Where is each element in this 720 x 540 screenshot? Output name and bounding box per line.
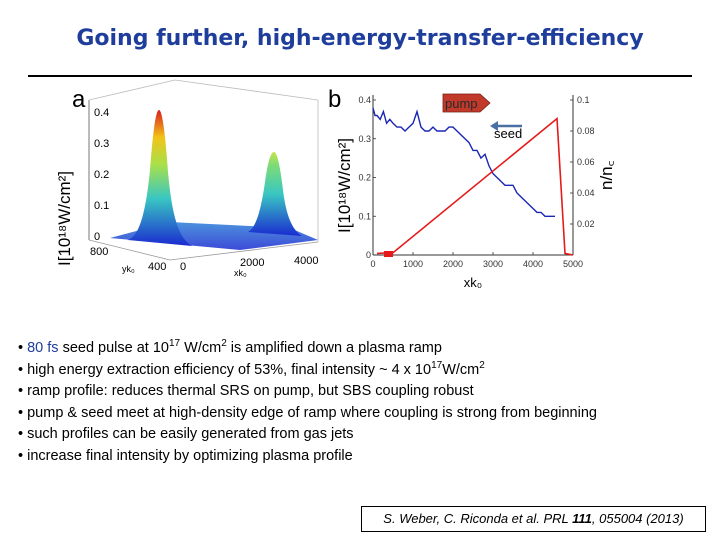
right-y-tick-label: 0.02 [577, 219, 595, 229]
panel-b-ylabel: I[10¹⁸W/cm²] [335, 138, 354, 233]
right-y-tick-label: 0.06 [577, 157, 595, 167]
bullet-text: high energy extraction efficiency of 53%… [27, 361, 432, 378]
bullet-text: is amplified down a plasma ramp [226, 340, 442, 356]
y-tick-label: 0.1 [358, 211, 371, 221]
seed-label: seed [494, 126, 522, 141]
panel-a: a I[10¹⁸W/cm²] 0.4 0.3 0.2 0.1 0 800 400… [55, 79, 319, 278]
citation-text: S. Weber, C. Riconda et al. PRL [383, 511, 573, 526]
seed-annotation: seed [490, 121, 522, 141]
panel-a-label: a [72, 86, 86, 113]
x-tick-label: 1000 [403, 259, 423, 269]
bullet-item: • such profiles can be easily generated … [18, 426, 354, 443]
bullet-text: increase final intensity by optimizing p… [27, 447, 353, 464]
panel-b: b I[10¹⁸W/cm²] n/n꜀ 0 1000 2000 3000 4000 500… [328, 86, 616, 290]
citation-box: S. Weber, C. Riconda et al. PRL 111, 055… [361, 506, 706, 532]
bullet-item: • pump & seed meet at high-density edge … [18, 404, 597, 421]
series-intensity-line [372, 107, 555, 217]
bullet-sup: 17 [431, 359, 443, 371]
series-density-line [376, 116, 574, 256]
bullet-text: ramp profile: reduces thermal SRS on pum… [27, 383, 474, 400]
y-tick-label: 0.4 [358, 95, 371, 105]
density-start-marker [384, 251, 393, 257]
figure: a I[10¹⁸W/cm²] 0.4 0.3 0.2 0.1 0 800 400… [55, 79, 616, 290]
panel-b-xlabel: xk₀ [464, 275, 482, 290]
bullet-list: • 80 fs seed pulse at 1017 W/cm2 is ampl… [18, 338, 718, 468]
title-divider [28, 75, 692, 77]
panel-a-ytick: 0.2 [94, 169, 109, 181]
panel-a-yk0-tick: 800 [90, 246, 108, 258]
right-y-tick-label: 0.04 [577, 188, 595, 198]
panel-b-right-ylabel: n/n꜀ [597, 160, 616, 190]
bullet-sup: 17 [169, 338, 181, 350]
panel-a-axis-top [88, 79, 176, 101]
x-tick-label: 4000 [523, 259, 543, 269]
bullet-text: W/cm [442, 361, 480, 378]
panel-a-ytick: 0.4 [94, 107, 109, 119]
panel-a-axis-bottom2 [169, 241, 319, 261]
y-tick-label: 0 [366, 250, 371, 260]
bullet-text: W/cm [180, 340, 222, 356]
bullet-text: seed pulse at 10 [58, 340, 169, 356]
panel-a-ytick: 0.1 [94, 200, 109, 212]
x-tick-label: 3000 [483, 259, 503, 269]
x-tick-label: 5000 [563, 259, 583, 269]
panel-a-axis-back [174, 79, 319, 101]
panel-a-axis-bottom [88, 239, 171, 261]
slide-title: Going further, high-energy-transfer-effi… [76, 26, 644, 51]
pump-arrow-icon [442, 93, 491, 113]
citation-volume: 111 [572, 511, 592, 526]
right-y-tick-label: 0.1 [577, 95, 590, 105]
seed-arrowhead-icon [490, 121, 498, 131]
panel-b-ticks: 0 1000 2000 3000 4000 5000 0.4 0.3 0.2 0.1 0 0.1 0.0… [358, 95, 594, 269]
bullet-text: pump & seed meet at high-density edge of… [27, 404, 597, 421]
pump-label: pump [445, 96, 478, 111]
right-y-tick-label: 0.08 [577, 126, 595, 136]
y-tick-label: 0.3 [358, 134, 371, 144]
x-tick-label: 2000 [443, 259, 463, 269]
bullet-sup: 2 [479, 359, 485, 371]
panel-a-ytick: 0.3 [94, 138, 109, 150]
panel-b-label: b [328, 86, 341, 113]
y-tick-label: 0.2 [358, 173, 371, 183]
panel-a-xk0-tick: 2000 [240, 257, 264, 269]
panel-a-peak-small [248, 152, 302, 236]
bullet-sup: 2 [221, 338, 227, 350]
bullet-item: • ramp profile: reduces thermal SRS on p… [18, 383, 474, 400]
panel-a-ylabel: I[10¹⁸W/cm²] [55, 171, 74, 266]
panel-a-xk0-tick: 4000 [294, 255, 318, 267]
panel-a-ytick: 0 [94, 231, 100, 243]
citation-text: , 055004 (2013) [591, 511, 684, 526]
panel-a-peak-large [128, 110, 192, 246]
x-tick-label: 0 [370, 259, 375, 269]
bullet-item: • high energy extraction efficiency of 5… [18, 359, 485, 378]
bullet-highlight: 80 fs [27, 340, 59, 356]
pump-annotation: pump [442, 93, 491, 113]
bullet-item: • increase final intensity by optimizing… [18, 447, 353, 464]
panel-a-xk0-tick: 0 [180, 261, 186, 273]
bullet-item: • 80 fs seed pulse at 1017 W/cm2 is ampl… [18, 338, 442, 356]
panel-a-yk0-tick: 400 [148, 261, 166, 273]
panel-a-xk0-label: xk₀ [234, 268, 247, 278]
panel-a-yk0-label: yk₀ [122, 264, 135, 274]
bullet-text: such profiles can be easily generated fr… [27, 426, 354, 443]
